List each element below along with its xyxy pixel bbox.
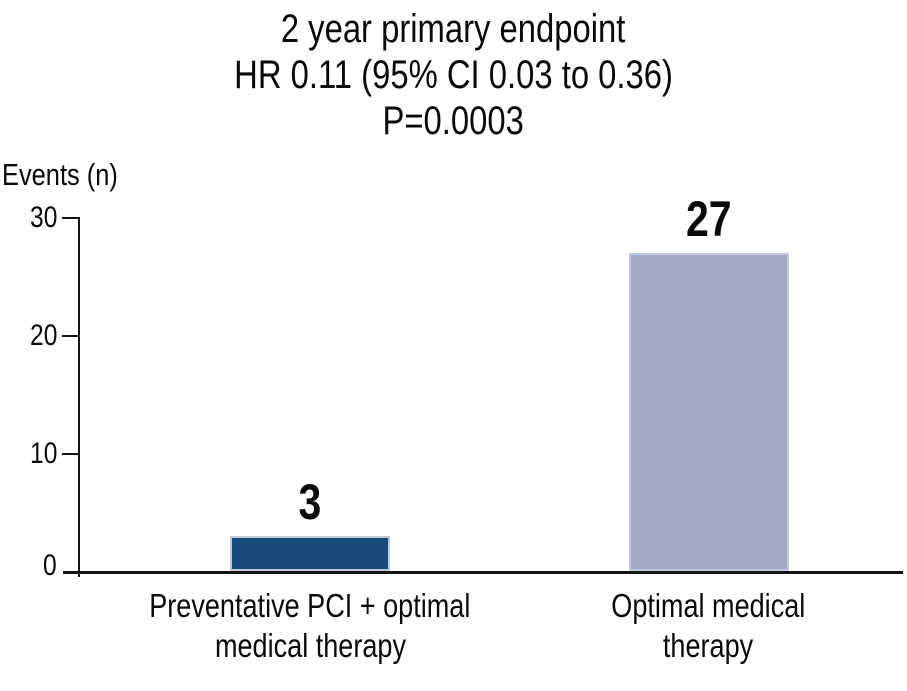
y-tick-mark-20 <box>62 335 79 337</box>
bar-value-label-optimal-medical: 27 <box>686 191 732 247</box>
y-tick-mark-10 <box>62 453 79 455</box>
category-label-optimal-medical: Optimal medical therapy <box>610 587 805 664</box>
chart-title-text-3: P=0.0003 <box>382 99 525 143</box>
y-tick-label-30: 30 <box>29 201 57 234</box>
y-axis-label: Events (n) <box>2 157 118 192</box>
chart-title: 2 year primary endpoint HR 0.11 (95% CI … <box>0 6 907 144</box>
bar-optimal-medical <box>629 253 789 571</box>
chart-title-text-2: HR 0.11 (95% CI 0.03 to 0.36) <box>234 53 673 97</box>
chart-title-line-1: 2 year primary endpoint <box>0 6 907 52</box>
category-label-preventative-pci: Preventative PCI + optimal medical thera… <box>149 587 471 664</box>
chart-title-line-2: HR 0.11 (95% CI 0.03 to 0.36) <box>0 52 907 98</box>
y-tick-label-20: 20 <box>29 319 57 352</box>
bar-group-preventative-pci: 3 <box>230 477 390 571</box>
y-tick-mark-30 <box>62 217 79 219</box>
x-axis-line <box>63 571 903 574</box>
y-axis-line <box>78 217 80 577</box>
chart-title-line-3: P=0.0003 <box>0 98 907 144</box>
bar-group-optimal-medical: 27 <box>629 194 789 571</box>
bar-preventative-pci <box>230 536 390 571</box>
bar-value-label-preventative-pci: 3 <box>298 474 322 530</box>
y-tick-label-0: 0 <box>43 549 57 582</box>
chart-title-text-1: 2 year primary endpoint <box>281 7 626 51</box>
y-tick-label-10: 10 <box>29 437 57 470</box>
